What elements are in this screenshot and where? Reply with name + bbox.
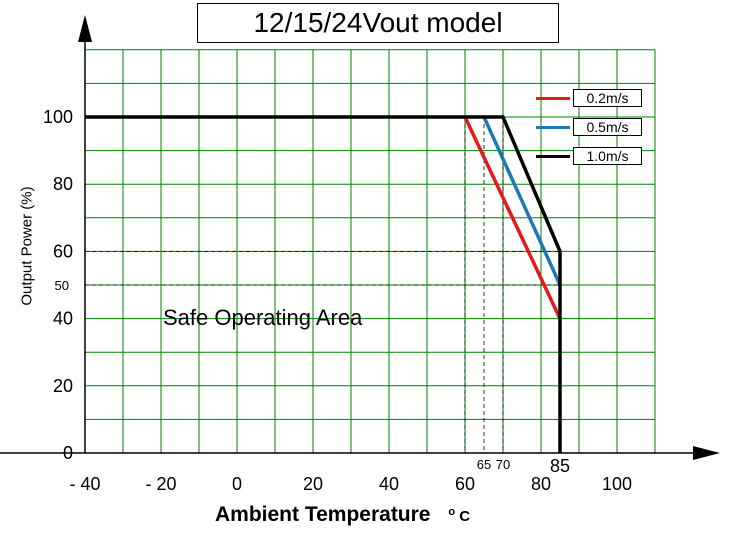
x-tick-label-extra: 70 <box>496 457 510 472</box>
x-tick-label: 0 <box>232 474 242 494</box>
x-axis-unit: o C <box>448 506 470 525</box>
x-tick-label-extra: 65 <box>477 457 491 472</box>
x-tick-label: 100 <box>602 474 632 494</box>
x-tick-label: 60 <box>455 474 475 494</box>
y-tick-label: 40 <box>53 309 73 329</box>
x-tick-label: 20 <box>303 474 323 494</box>
y-axis-label: Output Power (%) <box>18 186 36 306</box>
y-tick-label: 100 <box>43 107 73 127</box>
x-axis-label-text: Ambient Temperature <box>215 503 431 526</box>
x-axis-arrow-icon <box>693 446 720 460</box>
x-tick-label: 40 <box>379 474 399 494</box>
legend-label: 0.2m/s <box>573 89 642 107</box>
y-tick-label: 80 <box>53 174 73 194</box>
degree-symbol: o <box>448 506 456 518</box>
reference-lines <box>85 117 560 453</box>
axes <box>0 15 720 460</box>
x-tick-label: - 40 <box>69 474 100 494</box>
x-tick-label: - 20 <box>145 474 176 494</box>
celsius-unit: C <box>459 508 471 525</box>
x-axis-label: Ambient Temperature o C <box>215 503 470 527</box>
y-tick-label: 0 <box>63 443 73 463</box>
series-lines <box>85 115 562 453</box>
legend-label: 0.5m/s <box>573 118 642 136</box>
series-line <box>482 116 562 286</box>
legend-label: 1.0m/s <box>573 147 642 165</box>
series-line <box>85 115 562 453</box>
tick-labels: 0 20 40 60 80 100 50 - 40 - 20 0 20 40 60 80 100 65 70 85 <box>43 107 632 494</box>
x-tick-label-extra: 85 <box>550 456 570 476</box>
chart-title: 12/15/24Vout model <box>197 3 559 43</box>
y-tick-label-extra: 50 <box>55 278 69 293</box>
series-line <box>463 116 562 320</box>
legend-swatch <box>536 97 570 100</box>
y-axis-arrow-icon <box>78 15 92 42</box>
safe-operating-area-label: Safe Operating Area <box>163 305 363 330</box>
legend-swatch <box>536 155 570 158</box>
legend-swatch <box>536 126 570 129</box>
x-tick-label: 80 <box>531 474 551 494</box>
y-tick-label: 20 <box>53 376 73 396</box>
y-tick-label: 60 <box>53 241 73 261</box>
